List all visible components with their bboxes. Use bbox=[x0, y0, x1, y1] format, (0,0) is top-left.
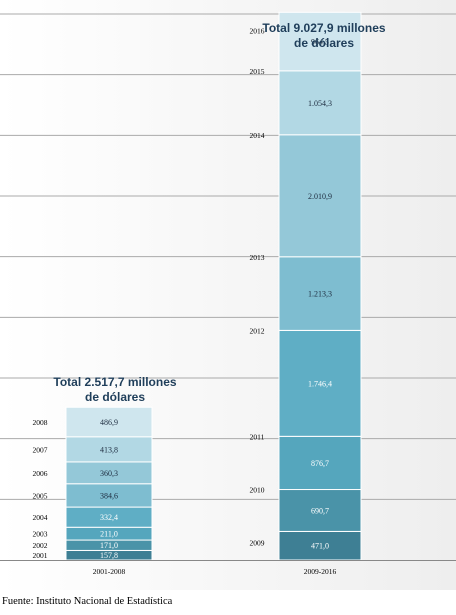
year-label-2015: 2015 bbox=[250, 67, 265, 76]
total-label-2009-2016: Total 9.027,9 millones de dólares bbox=[262, 21, 386, 50]
data-label-2004: 332,4 bbox=[100, 513, 118, 522]
bar-segment-2016 bbox=[278, 11, 362, 72]
category-label-2001-2008: 2001-2008 bbox=[93, 567, 126, 576]
year-label-2008: 2008 bbox=[33, 418, 48, 427]
source-note: Fuente: Instituto Nacional de Estadístic… bbox=[2, 596, 173, 607]
year-label-2011: 2011 bbox=[250, 432, 265, 441]
bar-segment-2013 bbox=[278, 256, 362, 331]
year-label-2009: 2009 bbox=[250, 539, 265, 548]
year-label-2014: 2014 bbox=[250, 131, 265, 140]
data-label-2005: 384,6 bbox=[100, 491, 118, 500]
total-label-2001-2008: Total 2.517,7 millones de dólares bbox=[53, 375, 177, 404]
year-label-2001: 2001 bbox=[33, 551, 48, 560]
data-label-2011: 876,7 bbox=[311, 459, 329, 468]
bar-segment-2011 bbox=[278, 435, 362, 491]
plot-area: 157,8 2001 171,0 2002 211,0 2003 332,4 2004 384,… bbox=[0, 0, 456, 590]
bar-segment-2014 bbox=[278, 134, 362, 258]
data-label-2015: 1.054,3 bbox=[308, 99, 332, 108]
data-label-2010: 690,7 bbox=[311, 506, 329, 515]
year-label-2013: 2013 bbox=[250, 253, 265, 262]
data-label-2001: 157,8 bbox=[100, 551, 118, 560]
year-label-2012: 2012 bbox=[250, 326, 265, 335]
year-label-2010: 2010 bbox=[250, 486, 265, 495]
data-label-2012: 1.746,4 bbox=[308, 379, 332, 388]
data-label-2014: 2.010,9 bbox=[308, 192, 332, 201]
year-label-2005: 2005 bbox=[33, 491, 48, 500]
data-label-2007: 413,8 bbox=[100, 445, 118, 454]
stacked-bar-chart: 157,8 2001 171,0 2002 211,0 2003 332,4 2004 384,… bbox=[0, 11, 456, 576]
data-label-2013: 1.213,3 bbox=[308, 290, 332, 299]
year-label-2006: 2006 bbox=[33, 469, 48, 478]
bar-segment-2008 bbox=[65, 406, 153, 438]
bar-segment-2015 bbox=[278, 70, 362, 136]
data-label-2016: 964,5 bbox=[311, 38, 329, 47]
year-label-2007: 2007 bbox=[33, 445, 48, 454]
year-label-2002: 2002 bbox=[33, 541, 48, 550]
data-label-2008: 486,9 bbox=[100, 418, 118, 427]
bar-segment-2010 bbox=[278, 489, 362, 532]
bar-segment-2009 bbox=[278, 530, 362, 561]
data-label-2009: 471,0 bbox=[311, 542, 329, 551]
year-label-2004: 2004 bbox=[33, 513, 48, 522]
year-label-2003: 2003 bbox=[33, 530, 48, 539]
bar-segment-2007 bbox=[65, 436, 153, 463]
year-label-2016: 2016 bbox=[250, 26, 265, 35]
bar-segment-2012 bbox=[278, 329, 362, 437]
data-label-2003: 211,0 bbox=[100, 530, 118, 539]
data-label-2006: 360,3 bbox=[100, 469, 118, 478]
category-label-2009-2016: 2009-2016 bbox=[304, 567, 337, 576]
data-label-2002: 171,0 bbox=[100, 541, 118, 550]
